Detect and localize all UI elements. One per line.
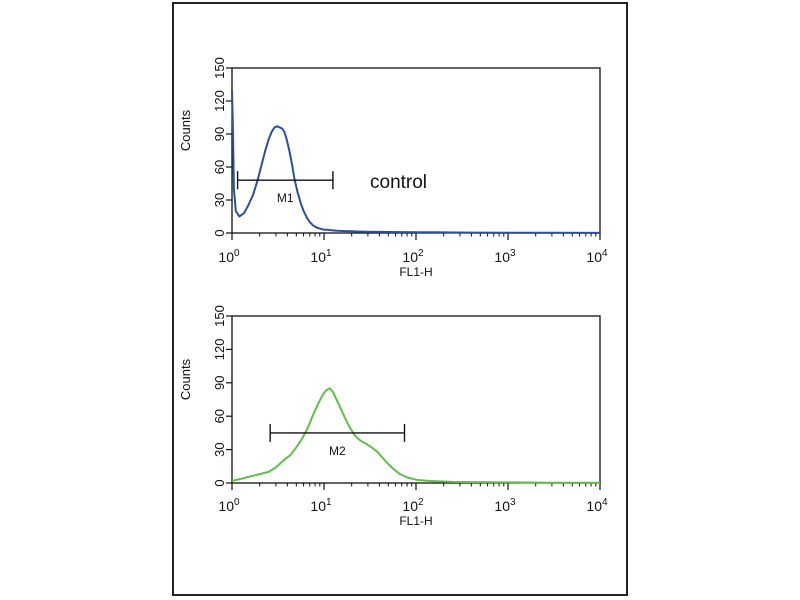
x-tick-base: 10 <box>586 249 602 265</box>
x-tick-base: 10 <box>402 498 418 514</box>
y-tick-label: 0 <box>212 479 227 486</box>
x-tick-exponent: 2 <box>418 497 424 508</box>
histogram-series-line-1 <box>231 387 601 484</box>
y-tick-label: 150 <box>212 305 227 327</box>
annotation-label: control <box>370 172 427 193</box>
x-tick-label: 103 <box>494 497 516 514</box>
x-tick-label: 102 <box>402 248 424 265</box>
gate-marker-label: M2 <box>329 444 346 458</box>
histogram-series-line-1 <box>231 89 601 234</box>
x-tick-label: 103 <box>494 248 516 265</box>
x-tick-exponent: 0 <box>234 248 240 259</box>
x-tick-exponent: 3 <box>510 248 516 259</box>
x-tick-base: 10 <box>310 249 326 265</box>
x-tick-exponent: 1 <box>326 497 332 508</box>
y-tick-label: 120 <box>212 339 227 361</box>
y-tick-label: 60 <box>212 409 227 423</box>
x-axis-label: FL1-H <box>399 514 432 528</box>
x-axis-label: FL1-H <box>399 265 432 279</box>
y-tick-label: 30 <box>212 442 227 456</box>
x-tick-base: 10 <box>310 498 326 514</box>
x-tick-label: 104 <box>586 248 608 265</box>
x-tick-label: 102 <box>402 497 424 514</box>
y-tick-label: 150 <box>212 57 227 79</box>
gate-marker-label: M1 <box>277 191 294 205</box>
x-tick-exponent: 2 <box>418 248 424 259</box>
x-tick-base: 10 <box>494 498 510 514</box>
x-tick-exponent: 4 <box>602 248 608 259</box>
y-tick-label: 30 <box>212 193 227 207</box>
plot-frame <box>231 67 601 234</box>
x-tick-exponent: 0 <box>234 497 240 508</box>
y-tick-label: 0 <box>212 229 227 236</box>
x-tick-label: 101 <box>310 248 332 265</box>
x-tick-label: 101 <box>310 497 332 514</box>
x-tick-base: 10 <box>402 249 418 265</box>
x-tick-base: 10 <box>494 249 510 265</box>
x-tick-exponent: 1 <box>326 248 332 259</box>
x-tick-base: 10 <box>586 498 602 514</box>
x-tick-exponent: 4 <box>602 497 608 508</box>
y-axis-label: Counts <box>178 109 193 151</box>
y-tick-label: 60 <box>212 160 227 174</box>
x-tick-label: 100 <box>218 248 240 265</box>
y-axis-label: Counts <box>178 358 193 400</box>
x-tick-label: 104 <box>586 497 608 514</box>
figure-frame: 0 30 60 90 120 150 Counts 100 101 102 103 104 FL1-H M… <box>172 2 628 596</box>
x-tick-base: 10 <box>218 498 234 514</box>
y-tick-label: 120 <box>212 90 227 112</box>
x-tick-exponent: 3 <box>510 497 516 508</box>
x-tick-base: 10 <box>218 249 234 265</box>
y-tick-label: 90 <box>212 376 227 390</box>
y-tick-label: 90 <box>212 127 227 141</box>
x-tick-label: 100 <box>218 497 240 514</box>
